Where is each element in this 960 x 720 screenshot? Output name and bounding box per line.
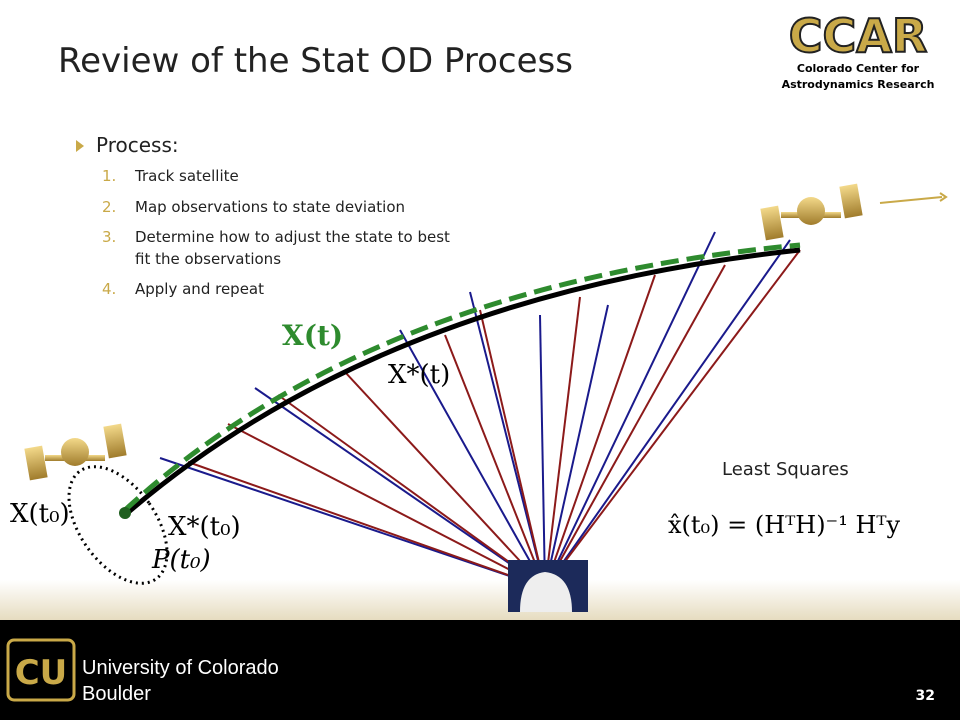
title: Review of the Stat OD Process — [58, 41, 573, 81]
list: 1. Track satellite 2. Map observations t… — [102, 167, 450, 298]
page-number: 32 — [916, 688, 935, 704]
ls-title: Least Squares — [722, 459, 849, 480]
cu-logo: CU — [6, 638, 76, 702]
item: Determine how to adjust the state to bes… — [135, 228, 450, 246]
rays — [159, 231, 801, 589]
reference-orbit — [123, 247, 801, 517]
item-num: 2. — [102, 198, 116, 216]
item: fit the observations — [135, 250, 281, 268]
item: Map observations to state deviation — [135, 198, 405, 216]
svg-text:CU: CU — [15, 653, 68, 693]
item: Track satellite — [134, 167, 239, 185]
covariance — [67, 465, 169, 585]
label-x-t: X(t) — [282, 319, 343, 352]
item-num: 4. — [102, 280, 116, 298]
label-x-star-t0: X*(t₀) — [168, 512, 241, 542]
initial-state — [119, 507, 131, 519]
footer-line: University of Colorado — [82, 657, 279, 679]
bullet-icon — [76, 140, 84, 152]
logo: CCAR — [789, 9, 928, 63]
label-x-t0: X(t₀) — [10, 499, 70, 529]
satellite — [24, 423, 127, 481]
arrow-head — [939, 192, 948, 202]
true-orbit — [123, 242, 801, 512]
footer-line: Boulder — [82, 683, 151, 705]
bullet: Process: — [96, 133, 179, 157]
item-num: 3. — [102, 228, 116, 246]
ground-station — [508, 560, 588, 612]
equation: x̂(t₀) = (HᵀH)⁻¹ Hᵀy — [668, 511, 900, 539]
satellite — [760, 183, 863, 241]
item: Apply and repeat — [135, 280, 264, 298]
label-p-t0: P(t₀) — [151, 545, 211, 575]
footer-bar — [0, 620, 960, 720]
item-num: 1. — [102, 167, 116, 185]
velocity-arrow — [879, 196, 943, 204]
logo-line: Astrodynamics Research — [782, 78, 935, 91]
label-x-star-t: X*(t) — [388, 360, 450, 390]
ground-band — [0, 580, 960, 620]
logo-line: Colorado Center for — [797, 62, 920, 75]
